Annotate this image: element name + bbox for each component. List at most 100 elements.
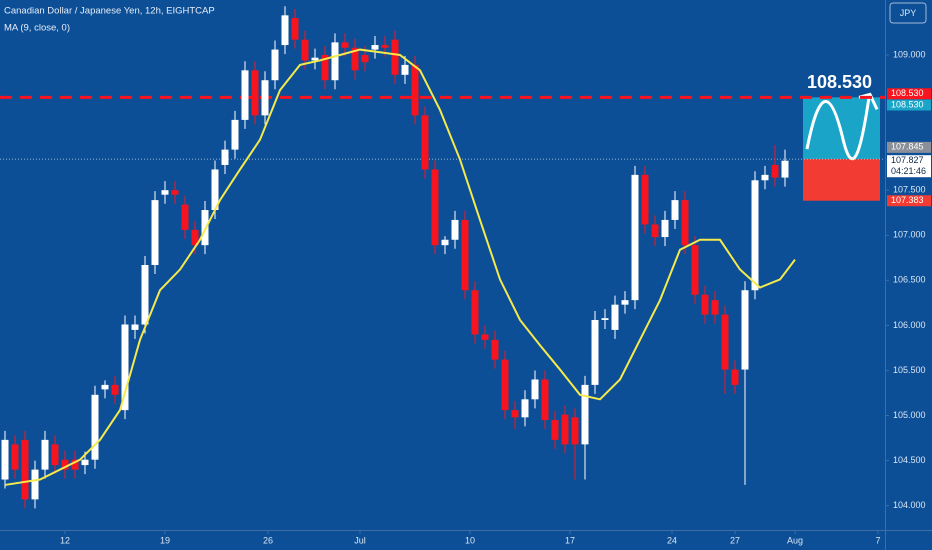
candle-body bbox=[181, 204, 189, 230]
currency-button[interactable] bbox=[889, 2, 927, 24]
x-tick-label: 19 bbox=[160, 535, 170, 545]
x-tick-label: Jul bbox=[354, 535, 366, 545]
candle-body bbox=[261, 80, 269, 116]
plot: 108.530 bbox=[0, 6, 885, 509]
y-tick-label: 106.000 bbox=[893, 320, 926, 330]
candle-body bbox=[421, 115, 429, 170]
candle-body bbox=[491, 339, 499, 360]
candle-body bbox=[231, 119, 239, 150]
candle-body bbox=[341, 42, 349, 48]
x-tick-label: 12 bbox=[60, 535, 70, 545]
y-tick-label: 105.000 bbox=[893, 410, 926, 420]
candle-body bbox=[71, 459, 79, 470]
candle-body bbox=[581, 384, 589, 445]
candle-body bbox=[191, 229, 199, 246]
candle-body bbox=[81, 459, 89, 466]
price-label: 108.530 bbox=[891, 99, 924, 109]
candle-body bbox=[631, 174, 639, 301]
candle-body bbox=[701, 294, 709, 315]
candle-body bbox=[711, 300, 719, 315]
candle-body bbox=[311, 57, 319, 61]
candle-body bbox=[61, 459, 69, 470]
candle-body bbox=[321, 54, 329, 81]
candle-body bbox=[121, 324, 129, 411]
candle-body bbox=[301, 39, 309, 61]
price-label-box bbox=[887, 99, 931, 111]
candle-body bbox=[141, 265, 149, 325]
y-tick-label: 104.500 bbox=[893, 455, 926, 465]
candle-body bbox=[201, 210, 209, 246]
candle-body bbox=[41, 439, 49, 470]
candle-body bbox=[531, 379, 539, 400]
x-tick-label: Aug bbox=[787, 535, 803, 545]
currency-label[interactable]: JPY bbox=[900, 8, 917, 18]
candle-body bbox=[1, 439, 9, 480]
candle-body bbox=[351, 47, 359, 71]
candle-body bbox=[431, 169, 439, 246]
countdown-label: 04:21:46 bbox=[891, 166, 926, 176]
candle-body bbox=[661, 219, 669, 238]
candle-body bbox=[271, 49, 279, 81]
candle-body bbox=[241, 70, 249, 120]
candle-body bbox=[571, 417, 579, 445]
candle-body bbox=[731, 369, 739, 385]
price-label: 107.845 bbox=[891, 142, 924, 152]
price-label-box bbox=[887, 88, 931, 100]
price-label: 107.383 bbox=[891, 195, 924, 205]
candle-body bbox=[781, 160, 789, 178]
candle-body bbox=[591, 319, 599, 385]
candle-body bbox=[111, 384, 119, 395]
candle-body bbox=[361, 54, 369, 63]
candle-body bbox=[671, 200, 679, 220]
price-label-box bbox=[887, 141, 931, 153]
stop-zone bbox=[803, 159, 880, 201]
candle-body bbox=[101, 384, 109, 390]
candle-body bbox=[681, 200, 689, 246]
candle-body bbox=[651, 224, 659, 238]
candle-body bbox=[401, 64, 409, 75]
candle-body bbox=[771, 164, 779, 178]
candle-body bbox=[51, 444, 59, 466]
candle-body bbox=[601, 318, 609, 320]
candle-body bbox=[251, 70, 259, 116]
price-label-box bbox=[887, 195, 931, 207]
position-tool: 108.530 bbox=[803, 72, 880, 201]
y-tick-label: 107.000 bbox=[893, 230, 926, 240]
candle-body bbox=[691, 245, 699, 295]
candle-body bbox=[761, 174, 769, 181]
x-tick-label: 24 bbox=[667, 535, 677, 545]
candle-body bbox=[481, 334, 489, 340]
y-tick-label: 106.500 bbox=[893, 275, 926, 285]
candle-body bbox=[21, 439, 29, 500]
candle-body bbox=[171, 190, 179, 195]
candle-body bbox=[411, 64, 419, 116]
candle-body bbox=[331, 42, 339, 81]
candle-body bbox=[471, 290, 479, 335]
candle-body bbox=[31, 469, 39, 500]
candle-body bbox=[291, 18, 299, 40]
candle-body bbox=[151, 200, 159, 265]
x-tick-label: 17 bbox=[565, 535, 575, 545]
candle-body bbox=[451, 219, 459, 240]
y-tick-label: 107.500 bbox=[893, 185, 926, 195]
y-tick-label: 109.000 bbox=[893, 49, 926, 59]
candle-body bbox=[11, 444, 19, 470]
price-label: 108.530 bbox=[891, 88, 924, 98]
target-annotation: 108.530 bbox=[807, 72, 872, 92]
candle-body bbox=[91, 394, 99, 460]
moving-average bbox=[4, 48, 796, 486]
candle-body bbox=[441, 239, 449, 246]
candle-body bbox=[511, 410, 519, 418]
candle-body bbox=[641, 174, 649, 225]
candle-body bbox=[381, 45, 389, 48]
candle-body bbox=[611, 304, 619, 330]
price-label: 107.827 bbox=[891, 155, 924, 165]
candle-body bbox=[281, 15, 289, 46]
axes: 109.000 107.500 107.000 106.500 106.000 105.5… bbox=[60, 49, 931, 545]
candle-body bbox=[551, 420, 559, 440]
candle-body bbox=[371, 45, 379, 50]
candle-body bbox=[161, 190, 169, 195]
y-tick-label: 105.500 bbox=[893, 365, 926, 375]
